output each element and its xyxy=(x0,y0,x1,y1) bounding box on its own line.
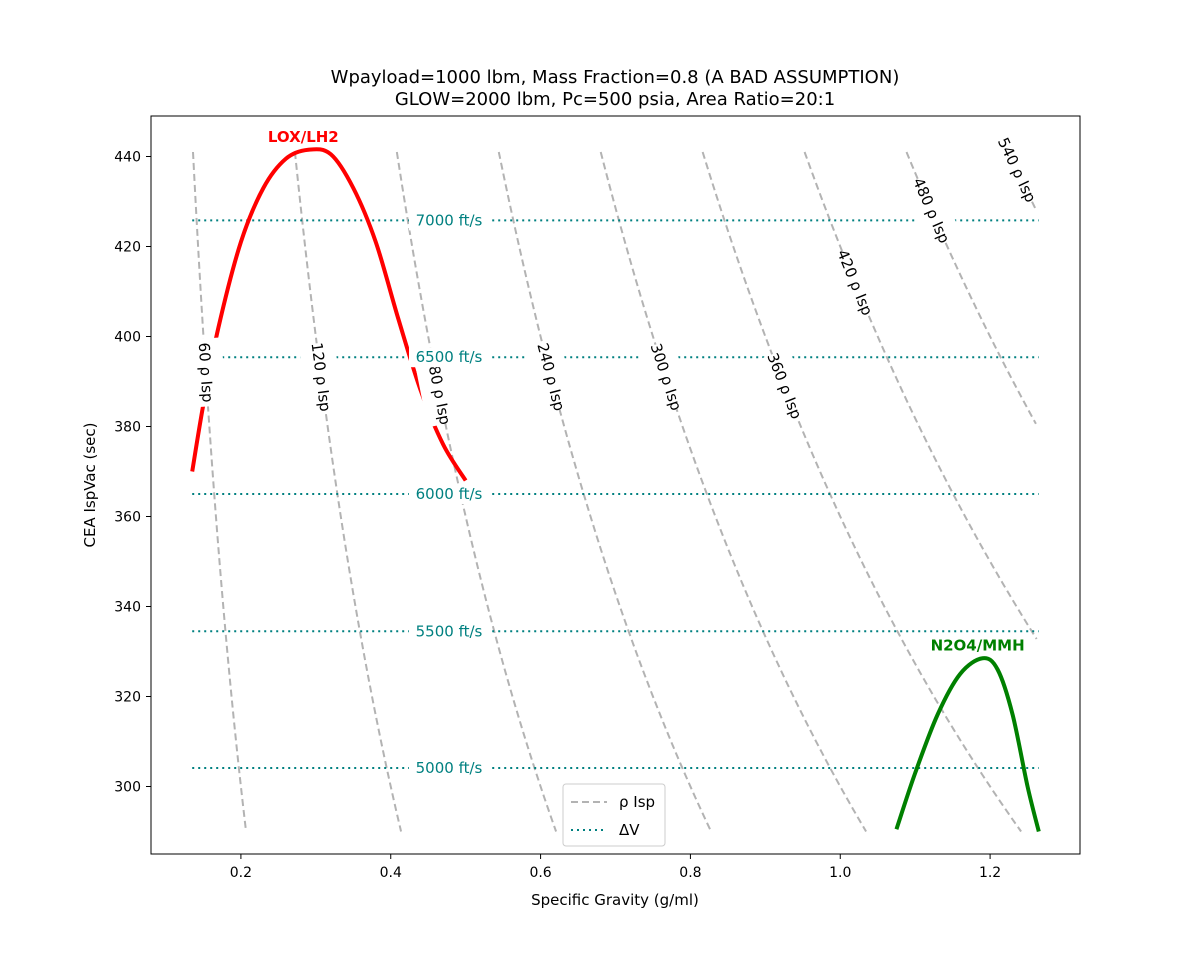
rho-isp-contour-360 xyxy=(701,151,1022,833)
delta-v-label-bg xyxy=(409,210,489,231)
rho-isp-contour-240 xyxy=(497,151,712,832)
delta-v-label-bg xyxy=(409,347,489,368)
delta-v-label-5500: 5500 ft/s xyxy=(416,622,483,640)
x-tick-label: 0.2 xyxy=(230,865,252,881)
rho-isp-contour-120 xyxy=(293,151,403,832)
rho-isp-label-bg xyxy=(638,339,694,415)
rho-isp-label-bg xyxy=(825,244,885,321)
rho-isp-contour-60 xyxy=(192,151,248,832)
y-axis-ticks: 300 320 340 360 380 400 420 440 xyxy=(114,150,151,796)
delta-v-label-6500: 6500 ft/s xyxy=(416,348,483,366)
chart-title-line-1: Wpayload=1000 lbm, Mass Fraction=0.8 (A … xyxy=(331,67,900,88)
series-n2o4-mmh xyxy=(894,656,1041,832)
legend-rho-isp-label: ρ Isp xyxy=(619,793,655,811)
y-tick-label: 340 xyxy=(114,600,141,616)
x-tick-label: 0.4 xyxy=(380,865,402,881)
x-tick-label: 1.2 xyxy=(979,865,1001,881)
x-axis-ticks: 0.2 0.4 0.6 0.8 1.0 1.2 xyxy=(230,854,1001,881)
y-tick-label: 300 xyxy=(114,780,141,796)
y-tick-label: 440 xyxy=(114,150,141,166)
x-tick-label: 0.6 xyxy=(529,865,551,881)
chart-title-line-2: GLOW=2000 lbm, Pc=500 psia, Area Ratio=2… xyxy=(395,89,835,110)
delta-v-label-7000: 7000 ft/s xyxy=(416,211,483,229)
delta-v-labels: 5000 ft/s 5500 ft/s 6000 ft/s 6500 ft/s 7000… xyxy=(409,210,489,779)
delta-v-label-bg xyxy=(409,484,489,504)
rho-isp-contour-420 xyxy=(803,151,1038,640)
delta-v-label-bg xyxy=(409,758,489,779)
rho-isp-label-bg xyxy=(755,347,814,425)
delta-v-label-bg xyxy=(409,621,489,642)
legend-box xyxy=(562,783,666,847)
series-label-lox-lh2: LOX/LH2 xyxy=(268,128,339,146)
rho-isp-label-bg xyxy=(185,337,226,408)
x-axis-label: Specific Gravity (g/ml) xyxy=(531,891,699,909)
legend-delta-v-label: ΔV xyxy=(619,821,640,839)
series-label-n2o4-mmh: N2O4/MMH xyxy=(931,636,1025,654)
rho-isp-contour-300 xyxy=(599,151,867,833)
x-tick-label: 1.0 xyxy=(829,865,851,881)
delta-v-label-5000: 5000 ft/s xyxy=(416,759,483,777)
rho-isp-contour-labels: 60 ρ Isp 120 ρ Isp 180 ρ Isp 240 ρ Isp 300 ρ… xyxy=(185,131,1048,428)
x-tick-label: 0.8 xyxy=(679,865,701,881)
y-axis-label: CEA IspVac (sec) xyxy=(81,422,99,547)
y-tick-label: 360 xyxy=(114,510,141,526)
rho-isp-label-bg xyxy=(986,131,1048,209)
series-lox-lh2 xyxy=(190,147,468,482)
y-tick-label: 380 xyxy=(114,420,141,436)
rho-isp-label-bg xyxy=(901,172,962,249)
y-tick-label: 420 xyxy=(114,240,141,256)
propellant-labels: LOX/LH2 N2O4/MMH xyxy=(268,128,1025,655)
y-tick-label: 320 xyxy=(114,690,141,706)
rho-isp-label-bg xyxy=(524,339,577,415)
rho-isp-label-bg xyxy=(414,353,463,428)
legend: ρ Isp ΔV xyxy=(562,783,666,847)
plot-frame xyxy=(150,115,1081,855)
propellant-series xyxy=(190,147,1041,832)
y-tick-label: 400 xyxy=(114,330,141,346)
rho-isp-label-bg xyxy=(298,340,344,414)
delta-v-label-6000: 6000 ft/s xyxy=(416,485,483,503)
rho-isp-contour-label-60: 60 ρ Isp xyxy=(195,342,217,403)
